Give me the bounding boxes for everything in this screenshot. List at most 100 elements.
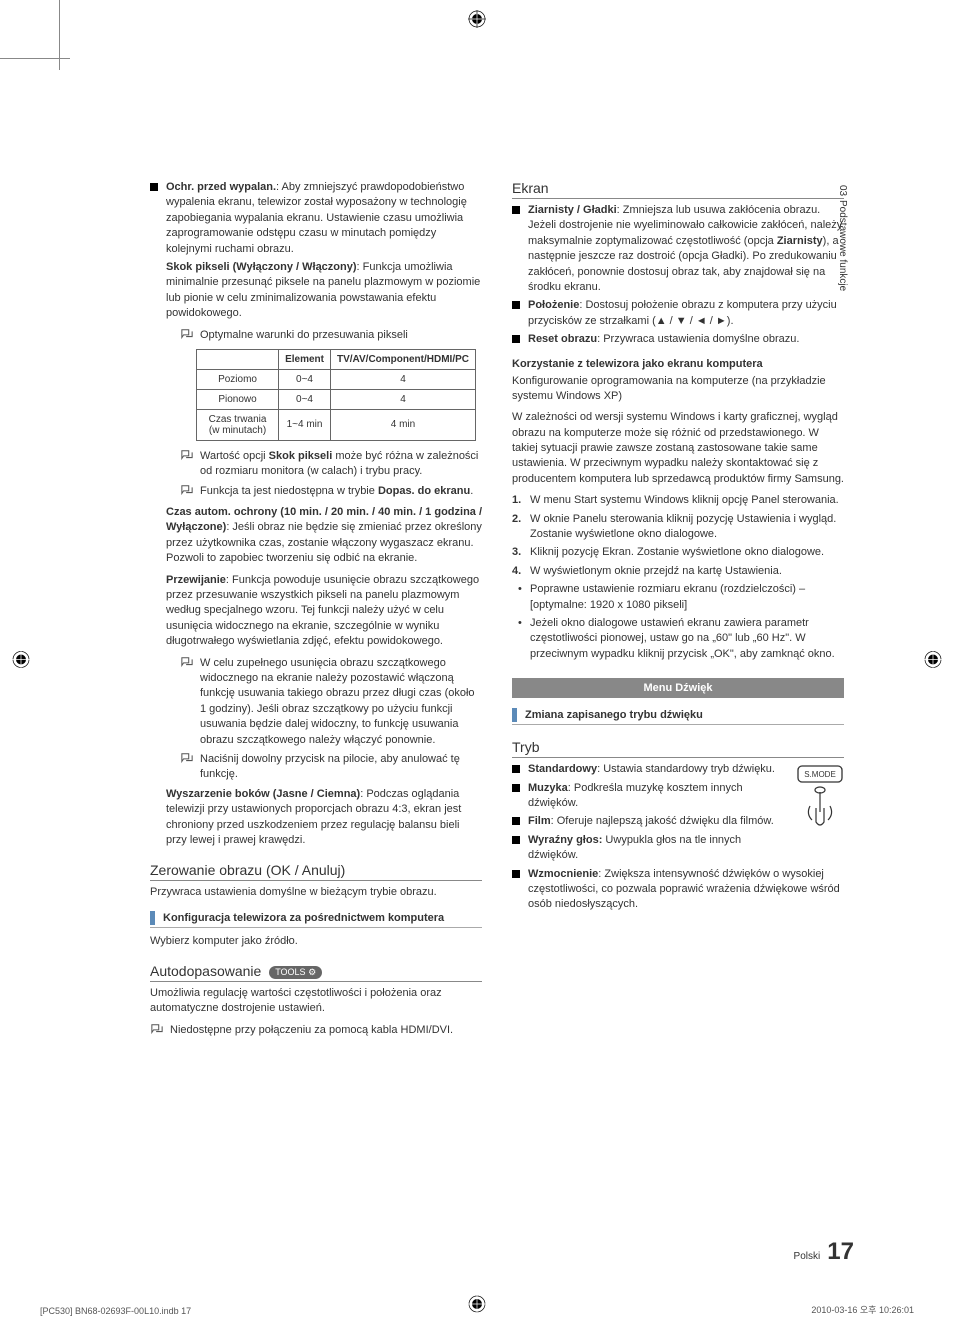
step-number: 3.	[512, 545, 530, 560]
tryb-item: Muzyka: Podkreśla muzykę kosztem innych …	[512, 781, 790, 812]
table-cell: 0~4	[279, 389, 331, 409]
tryb-item-title: Muzyka	[528, 782, 568, 794]
scrolling-title: Przewijanie	[166, 574, 226, 586]
position-item: Położenie: Dostosuj położenie obrazu z k…	[512, 298, 844, 329]
note-icon	[180, 484, 196, 501]
note-icon	[150, 1023, 166, 1040]
note-optimal: Optymalne warunki do przesuwania pikseli	[180, 328, 482, 345]
numbered-step: 3.Kliknij pozycję Ekran. Zostanie wyświe…	[512, 545, 844, 560]
tryb-item-title: Wyraźny głos:	[528, 834, 602, 846]
pc-use-heading: Korzystanie z telewizora jako ekranu kom…	[512, 358, 844, 370]
tryb-item: Standardowy: Ustawia standardowy tryb dź…	[512, 762, 790, 777]
note-autoadjust-text: Niedostępne przy połączeniu za pomocą ka…	[170, 1023, 482, 1040]
reset-picture-desc: Przywraca ustawienia domyślne w bieżącym…	[150, 885, 482, 900]
table-cell: 0~4	[279, 369, 331, 389]
square-bullet-icon	[512, 335, 520, 343]
square-bullet-icon	[512, 206, 520, 214]
sound-mode-change-section: Zmiana zapisanego trybu dźwięku	[512, 708, 844, 725]
sidegray-title: Wyszarzenie boków (Jasne / Ciemna)	[166, 788, 360, 800]
bullet-dot-icon: •	[518, 582, 530, 613]
note-optimal-text: Optymalne warunki do przesuwania pikseli	[200, 328, 482, 345]
note-scrolling-2: Naciśnij dowolny przycisk na pilocie, ab…	[180, 752, 482, 783]
square-bullet-icon	[512, 836, 520, 844]
table-cell: 1~4 min	[279, 409, 331, 440]
note-unavailable-text: Funkcja ta jest niedostępna w trybie Dop…	[200, 484, 482, 501]
table-row: Czas trwania (w minutach)1~4 min4 min	[197, 409, 476, 440]
reset-picture-heading: Zerowanie obrazu (OK / Anuluj)	[150, 862, 482, 881]
table-header: Element	[279, 349, 331, 369]
note-icon	[180, 449, 196, 480]
square-bullet-icon	[512, 765, 520, 773]
svg-text:S.MODE: S.MODE	[804, 770, 836, 779]
pc-use-desc: W zależności od wersji systemu Windows i…	[512, 410, 844, 487]
pc-use-sub: Konfigurowanie oprogramowania na kompute…	[512, 374, 844, 405]
chapter-number: 03	[837, 185, 848, 196]
pixel-shift-block: Skok pikseli (Wyłączony / Włączony): Fun…	[166, 260, 482, 322]
burn-protection-item: Ochr. przed wypalan.: Aby zmniejszyć pra…	[150, 180, 482, 257]
autoprotect-block: Czas autom. ochrony (10 min. / 20 min. /…	[166, 505, 482, 567]
step-number: 2.	[512, 512, 530, 543]
autoadjust-desc: Umożliwia regulację wartości częstotliwo…	[150, 986, 482, 1017]
table-row: Pionowo0~44	[197, 389, 476, 409]
side-tab: 03 Podstawowe funkcje	[837, 185, 849, 291]
table-cell: 4 min	[330, 409, 475, 440]
step-text: Kliknij pozycję Ekran. Zostanie wyświetl…	[530, 545, 824, 560]
square-bullet-icon	[150, 183, 158, 191]
table-cell: 4	[330, 369, 475, 389]
autoadjust-heading: Autodopasowanie TOOLS ⚙	[150, 963, 482, 982]
numbered-step: 1.W menu Start systemu Windows kliknij o…	[512, 493, 844, 508]
note-pixel-value: Wartość opcji Skok pikseli może być różn…	[180, 449, 482, 480]
pixel-shift-title: Skok pikseli (Wyłączony / Włączony)	[166, 261, 357, 273]
note-pixel-value-text: Wartość opcji Skok pikseli może być różn…	[200, 449, 482, 480]
tryb-item: Wyraźny głos: Uwypukla głos na tle innyc…	[512, 833, 790, 864]
table-cell: Pionowo	[197, 389, 279, 409]
step-number: 1.	[512, 493, 530, 508]
pc-config-section: Konfiguracja telewizora za pośrednictwem…	[150, 911, 482, 928]
sound-mode-change-heading: Zmiana zapisanego trybu dźwięku	[525, 709, 703, 721]
registration-mark-top	[468, 10, 486, 31]
bullet-dot-icon: •	[518, 616, 530, 662]
note-autoadjust: Niedostępne przy połączeniu za pomocą ka…	[150, 1023, 482, 1040]
table-header-row: Element TV/AV/Component/HDMI/PC	[197, 349, 476, 369]
scrolling-block: Przewijanie: Funkcja powoduje usunięcie …	[166, 573, 482, 650]
pc-config-desc: Wybierz komputer jako źródło.	[150, 934, 482, 949]
grainy-item: Ziarnisty / Gładki: Zmniejsza lub usuwa …	[512, 203, 844, 295]
step-text: W menu Start systemu Windows kliknij opc…	[530, 493, 839, 508]
sidegray-block: Wyszarzenie boków (Jasne / Ciemna): Podc…	[166, 787, 482, 849]
ekran-heading: Ekran	[512, 180, 844, 199]
table-cell: Poziomo	[197, 369, 279, 389]
square-bullet-icon	[512, 870, 520, 878]
tryb-heading: Tryb	[512, 739, 844, 758]
page-number-area: Polski 17	[794, 1238, 854, 1266]
tryb-item-title: Film	[528, 815, 551, 827]
footer-doc-ref: [PC530] BN68-02693F-00L10.indb 17	[40, 1306, 191, 1316]
note-unavailable: Funkcja ta jest niedostępna w trybie Dop…	[180, 484, 482, 501]
numbered-step: 2.W oknie Panelu sterowania kliknij pozy…	[512, 512, 844, 543]
left-column: Ochr. przed wypalan.: Aby zmniejszyć pra…	[150, 180, 487, 1044]
bullet-text: Jeżeli okno dialogowe ustawień ekranu za…	[530, 616, 844, 662]
page-lang-label: Polski	[794, 1251, 821, 1262]
note-scrolling-2-text: Naciśnij dowolny przycisk na pilocie, ab…	[200, 752, 482, 783]
table-row: Poziomo0~44	[197, 369, 476, 389]
footer-timestamp: 2010-03-16 오후 10:26:01	[811, 1303, 914, 1316]
step-text: W oknie Panelu sterowania kliknij pozycj…	[530, 512, 844, 543]
step-text: W wyświetlonym oknie przejdź na kartę Us…	[530, 564, 782, 579]
note-scrolling-1-text: W celu zupełnego usunięcia obrazu szcząt…	[200, 656, 482, 748]
square-bullet-icon	[512, 784, 520, 792]
pc-config-heading: Konfiguracja telewizora za pośrednictwem…	[163, 912, 444, 924]
page-number: 17	[827, 1238, 854, 1265]
table-header	[197, 349, 279, 369]
note-icon	[180, 752, 196, 783]
section-bar-icon	[512, 708, 517, 722]
tryb-item: Film: Oferuje najlepszą jakość dźwięku d…	[512, 814, 790, 829]
sound-menu-banner: Menu Dźwięk	[512, 678, 844, 698]
tryb-item-desc: : Oferuje najlepszą jakość dźwięku dla f…	[551, 815, 774, 827]
square-bullet-icon	[512, 301, 520, 309]
tryb-item-desc: : Ustawia standardowy tryb dźwięku.	[597, 763, 775, 775]
burn-title: Ochr. przed wypalan.	[166, 181, 276, 193]
table-header: TV/AV/Component/HDMI/PC	[330, 349, 475, 369]
tools-badge: TOOLS ⚙	[269, 966, 322, 979]
section-bar-icon	[150, 911, 155, 925]
table-cell: 4	[330, 389, 475, 409]
square-bullet-icon	[512, 817, 520, 825]
